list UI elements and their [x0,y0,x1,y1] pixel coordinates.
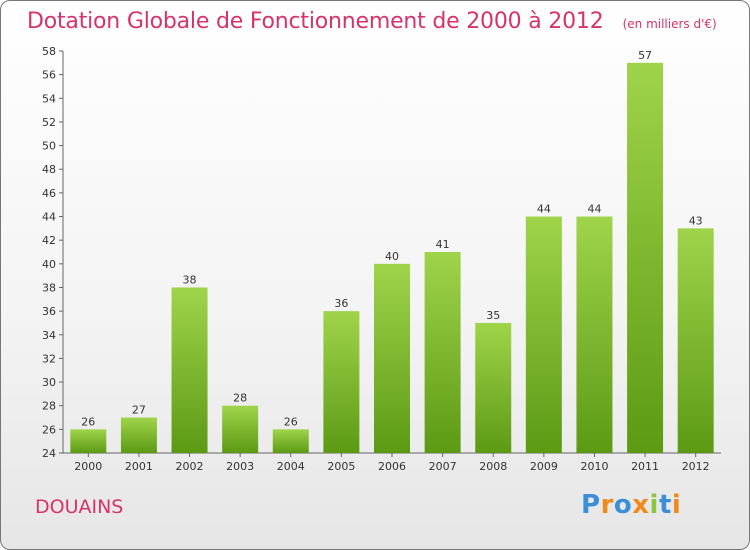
x-tick-label: 2000 [74,460,102,473]
x-tick-label: 2003 [226,460,254,473]
bar-2011 [627,62,664,454]
value-label-2006: 40 [385,250,399,263]
bar-2003 [222,405,259,453]
x-tick-label: 2001 [125,460,153,473]
x-tick-label: 2009 [530,460,558,473]
logo-letter: P [581,490,601,520]
proxiti-logo[interactable]: Proxiti [581,490,681,520]
y-tick-label: 24 [42,447,56,460]
location-name: DOUAINS [35,496,124,518]
value-label-2004: 26 [284,415,298,428]
logo-letter: o [613,490,633,520]
x-tick-label: 2004 [277,460,305,473]
x-tick-label: 2011 [631,460,659,473]
y-tick-label: 38 [42,281,56,294]
y-tick-label: 58 [42,45,56,58]
title-row: Dotation Globale de Fonctionnement de 20… [27,9,717,34]
y-tick-label: 36 [42,305,56,318]
y-tick-label: 56 [42,69,56,82]
bar-2007 [424,252,461,453]
value-label-2010: 44 [587,203,601,216]
chart-title: Dotation Globale de Fonctionnement de 20… [27,9,604,34]
y-tick-label: 44 [42,211,56,224]
bar-2010 [576,216,613,453]
y-tick-label: 46 [42,187,56,200]
x-tick-label: 2006 [378,460,406,473]
logo-letter: x [632,490,650,520]
y-tick-label: 48 [42,163,56,176]
y-tick-label: 50 [42,140,56,153]
bar-2002 [171,287,208,453]
logo-letter: i [671,490,682,520]
bar-2012 [677,228,714,453]
value-label-2005: 36 [334,297,348,310]
bar-2005 [323,311,360,453]
bar-2008 [475,322,512,453]
value-label-2002: 38 [183,273,197,286]
y-tick-label: 42 [42,234,56,247]
x-tick-label: 2010 [580,460,608,473]
y-tick-label: 32 [42,352,56,365]
value-label-2001: 27 [132,404,146,417]
y-tick-label: 54 [42,92,56,105]
logo-letter: i [649,490,659,520]
x-tick-label: 2012 [682,460,710,473]
bar-2001 [120,417,157,453]
bar-2009 [525,216,562,453]
bar-2006 [374,263,410,453]
value-label-2012: 43 [689,214,703,227]
bar-2004 [272,429,309,453]
value-label-2011: 57 [638,49,652,62]
logo-letter: t [658,490,672,520]
value-label-2009: 44 [537,203,551,216]
value-label-2008: 35 [486,309,500,322]
value-label-2003: 28 [233,392,247,405]
y-tick-label: 30 [42,376,56,389]
y-tick-label: 28 [42,400,56,413]
value-label-2000: 26 [81,415,95,428]
bars: 26 27 38 28 26 36 40 41 35 44 44 57 43 [70,49,714,454]
axes: 24 26 28 30 32 34 36 38 40 42 44 46 48 50 52 54 56 58 2000… [42,45,721,473]
x-tick-label: 2008 [479,460,507,473]
bar-2000 [70,429,107,453]
logo-letter: r [600,490,614,520]
value-label-2007: 41 [436,238,450,251]
y-tick-label: 34 [42,329,56,342]
y-tick-label: 52 [42,116,56,129]
x-tick-label: 2002 [176,460,204,473]
y-tick-label: 26 [42,423,56,436]
x-tick-label: 2005 [327,460,355,473]
x-tick-label: 2007 [429,460,457,473]
y-tick-label: 40 [42,258,56,271]
chart-subtitle: (en milliers d'€) [622,17,717,31]
